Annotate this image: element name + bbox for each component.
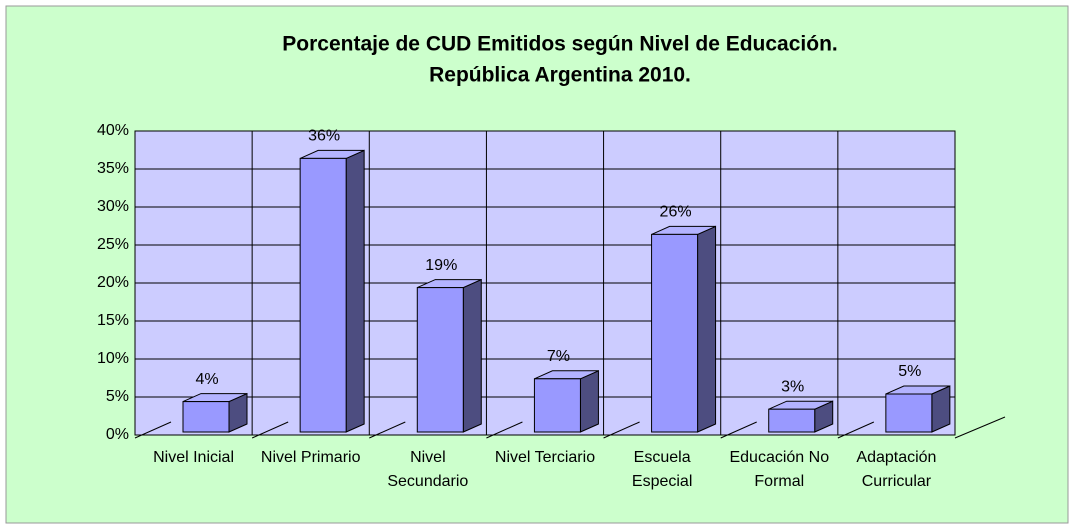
y-tick-label: 40% — [97, 122, 129, 139]
bar-side — [345, 149, 365, 433]
x-tick-label: Adaptación Curricular — [856, 449, 937, 490]
bar-side — [579, 370, 599, 433]
bar-side — [697, 225, 717, 433]
y-tick-label: 25% — [97, 236, 129, 253]
y-tick-label: 15% — [97, 312, 129, 329]
x-tick-label: Nivel Secundario — [387, 449, 469, 490]
bar — [416, 287, 464, 433]
y-tick-label: 30% — [97, 198, 129, 215]
floor-line — [134, 421, 172, 439]
data-label: 5% — [898, 363, 921, 380]
x-tick-label: Escuela Especial — [631, 449, 693, 490]
bar — [182, 401, 230, 433]
floor-line — [720, 421, 757, 439]
x-tick-label: Educación No Formal — [729, 449, 830, 490]
floor-line — [369, 421, 406, 439]
bar — [533, 378, 581, 433]
y-tick-label: 10% — [97, 350, 129, 367]
floor-line — [486, 421, 523, 439]
bar — [885, 393, 933, 433]
bar — [299, 157, 347, 433]
bar — [651, 233, 699, 433]
floor-line — [837, 421, 875, 439]
floor-line — [251, 421, 289, 439]
y-tick-label: 0% — [106, 426, 129, 443]
bar — [768, 408, 816, 433]
x-tick-label: Nivel Primario — [260, 449, 361, 466]
floor-line — [954, 416, 1006, 439]
data-label: 4% — [195, 371, 218, 388]
data-label: 7% — [547, 348, 570, 365]
chart-subtitle: República Argentina 2010. — [429, 64, 691, 87]
y-tick-label: 20% — [97, 274, 129, 291]
bar-side — [462, 278, 482, 433]
y-tick-label: 35% — [97, 160, 129, 177]
chart-title: Porcentaje de CUD Emitidos según Nivel d… — [282, 33, 837, 56]
x-tick-label: Nivel Inicial — [153, 449, 235, 466]
data-label: 26% — [660, 204, 692, 221]
floor-line — [603, 421, 640, 439]
y-tick-label: 5% — [106, 388, 129, 405]
data-label: 36% — [308, 128, 340, 145]
data-label: 3% — [781, 378, 804, 395]
x-tick-label: Nivel Terciario — [494, 449, 596, 466]
data-label: 19% — [425, 257, 457, 274]
